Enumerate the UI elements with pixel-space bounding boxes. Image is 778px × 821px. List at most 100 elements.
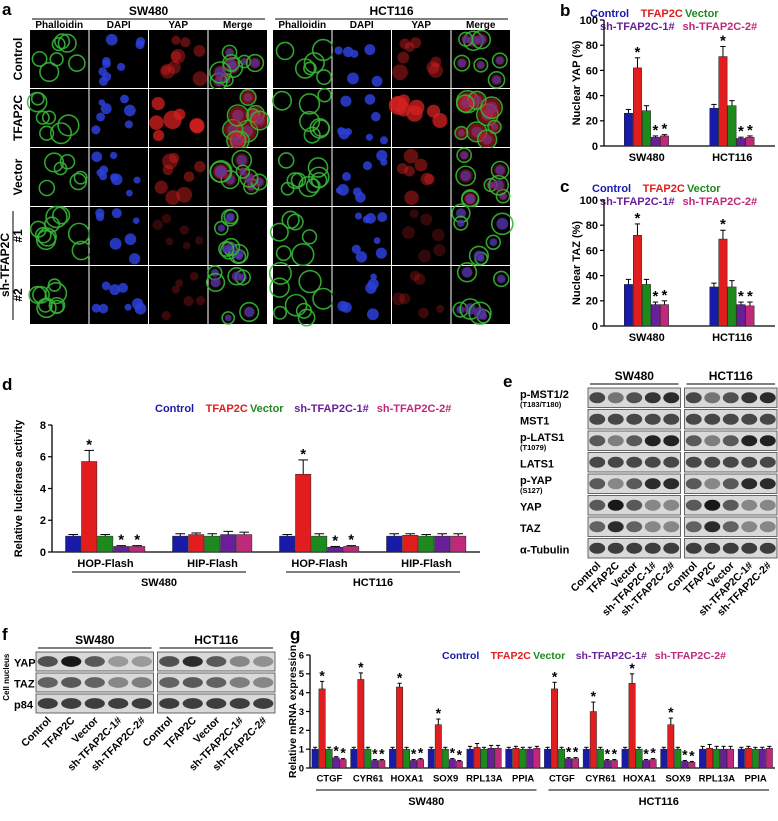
cell-nucleus: [132, 217, 140, 224]
panel-e-protein-label: TAZ: [520, 523, 541, 535]
panel-b-y-tick-label: 20: [586, 116, 598, 128]
cell-yap-signal: [498, 191, 508, 201]
panel-g-bar: [389, 748, 397, 769]
panel-g-y-label: Relative mRNA expression: [287, 645, 299, 778]
panel-d-bar: [450, 535, 467, 553]
cell-yap-signal: [495, 217, 509, 231]
cell-actin-outline: [35, 110, 50, 125]
cell-nucleus: [250, 58, 260, 68]
blot-band: [644, 392, 661, 404]
cell-actin-outline: [67, 222, 91, 245]
cell-nucleus: [367, 278, 379, 290]
blot-band: [663, 478, 680, 490]
panel-d-bar: [279, 535, 296, 553]
panel-g-bar: [635, 748, 643, 769]
cell-yap-signal: [194, 236, 204, 245]
cell-yap-signal: [392, 292, 405, 306]
cell-yap-signal: [168, 152, 180, 164]
cell-nucleus: [342, 46, 354, 58]
cell-nucleus: [342, 172, 351, 181]
blot-band: [644, 542, 661, 554]
cell-actin-outline: [35, 229, 57, 251]
blot-band: [589, 478, 606, 490]
micrograph-tile: [392, 30, 451, 88]
cell-yap-signal: [171, 35, 181, 45]
panel-d-bar: [188, 534, 205, 553]
blot-band: [61, 698, 82, 709]
cell-yap-signal: [212, 64, 228, 81]
panel-g-bar: [737, 748, 745, 769]
blot-band: [722, 435, 739, 447]
cell-actin-outline: [220, 208, 239, 227]
cell-actin-outline: [226, 104, 250, 127]
cell-actin-outline: [455, 94, 475, 113]
cell-yap-signal: [161, 65, 171, 75]
panel-e-protein-label: p-LATS1: [520, 432, 564, 444]
blot-band: [644, 435, 661, 447]
cell-yap-signal: [238, 166, 248, 177]
blot-band: [741, 392, 758, 404]
cell-nucleus: [131, 298, 144, 310]
blot-band: [108, 677, 129, 688]
panel-b-x-tick-label: HCT116: [712, 152, 752, 164]
panel-d-chart: d Control TFAP2C Vector sh-TFAP2C-1# sh-TFAP2…: [2, 375, 480, 589]
blot-band: [759, 392, 776, 404]
panel-b-legend-sh1: sh-TFAP2C-1#: [600, 21, 675, 33]
panel-g-y-tick-label: 4: [299, 688, 305, 699]
cell-nucleus: [214, 77, 224, 87]
panel-g-bar: [699, 748, 707, 769]
cell-nucleus: [95, 212, 105, 222]
panel-g-y-tick-label: 6: [299, 650, 304, 661]
cell-yap-signal: [392, 64, 408, 81]
cell-yap-signal: [151, 96, 165, 111]
micrograph-tile: [149, 148, 208, 206]
panel-f-cell-line-label: HCT116: [194, 633, 238, 647]
blot-band: [607, 392, 624, 404]
panel-g-bar: [660, 748, 668, 769]
panel-b-x-tick-label: SW480: [629, 152, 665, 164]
cell-nucleus: [461, 267, 473, 278]
panel-b-significance-star: *: [653, 122, 659, 139]
cell-actin-outline: [299, 110, 321, 133]
cell-actin-outline: [487, 71, 506, 89]
panel-g-bar: [628, 683, 636, 769]
panel-d-bar: [295, 473, 312, 553]
panel-g-bar: [332, 757, 340, 769]
cell-yap-signal: [455, 127, 467, 139]
cell-actin-outline: [48, 296, 66, 314]
panel-d-bar: [311, 535, 328, 553]
blot-band: [159, 656, 180, 667]
panel-b-chart: b Control TFAP2C Vector sh-TFAP2C-1# sh-TFAP2…: [560, 1, 775, 164]
panel-g-bar: [403, 748, 411, 769]
blot-band: [253, 677, 274, 688]
cell-yap-signal: [464, 193, 477, 206]
panel-c-legend-sh2: sh-TFAP2C-2#: [683, 196, 758, 208]
panel-d-significance-star: *: [300, 446, 306, 463]
panel-b-significance-star: *: [720, 32, 726, 49]
panel-b-significance-star: *: [635, 44, 641, 61]
panel-g-legend-control: Control: [442, 650, 479, 662]
cell-actin-outline: [205, 272, 226, 293]
cell-actin-outline: [269, 222, 289, 242]
cell-actin-outline: [291, 242, 315, 267]
panel-d-bar: [172, 535, 189, 553]
panel-c-letter: c: [560, 177, 569, 196]
panel-b-bar: [709, 107, 719, 147]
panel-g-significance-star: *: [650, 745, 656, 761]
panel-g-significance-star: *: [682, 746, 688, 762]
panel-g-legend-tfap2c: TFAP2C: [491, 650, 532, 662]
panel-f-protein-label: YAP: [14, 658, 36, 670]
cell-nucleus: [340, 95, 352, 107]
panel-g-bar: [533, 747, 541, 769]
cell-nucleus: [91, 151, 103, 163]
cell-nucleus: [110, 173, 123, 186]
blot-band: [182, 677, 203, 688]
cell-nucleus: [473, 250, 484, 261]
cell-actin-outline: [456, 262, 478, 283]
panel-c-y-label: Nuclear TAZ (%): [571, 221, 583, 305]
panel-g-bar: [325, 748, 333, 769]
cell-yap-signal: [473, 306, 488, 321]
blot-band: [759, 478, 776, 490]
blot-band: [704, 521, 721, 533]
blot-band: [685, 435, 702, 447]
